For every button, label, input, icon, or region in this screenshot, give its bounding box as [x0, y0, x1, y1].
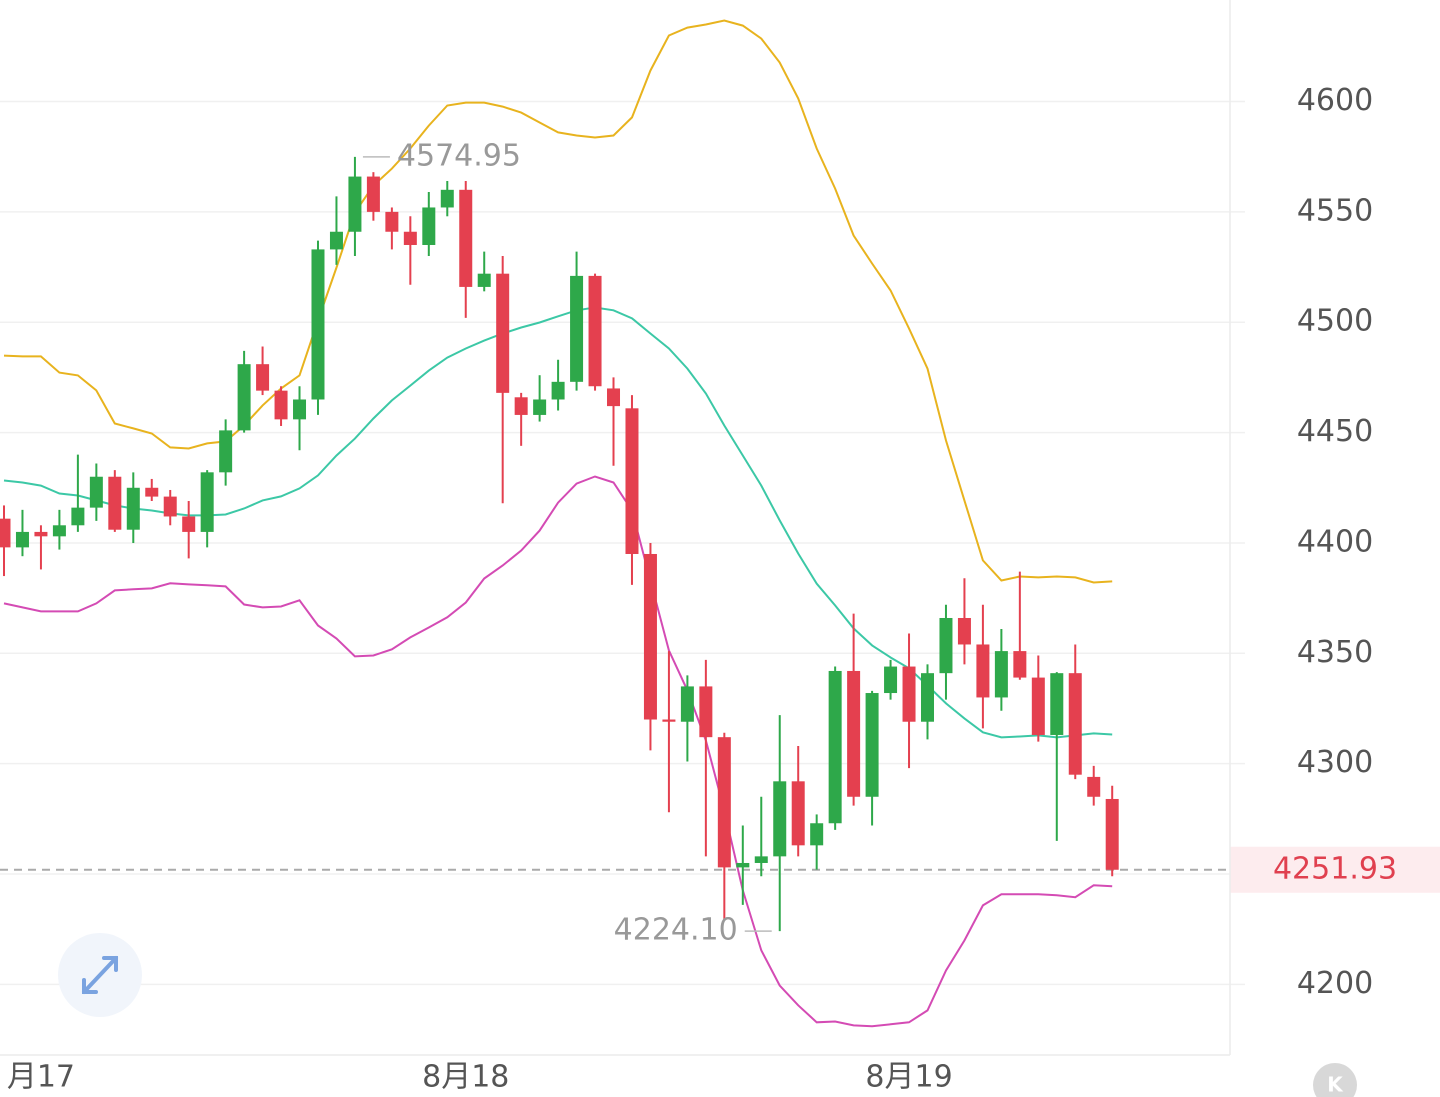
candle-body — [625, 408, 639, 554]
candle-body — [957, 617, 971, 645]
candle-body — [976, 644, 990, 698]
candle-body — [1031, 677, 1045, 735]
candle-body — [533, 399, 547, 415]
candle-body — [662, 719, 676, 722]
candle-body — [256, 364, 270, 391]
y-tick-label: 4400 — [1297, 524, 1373, 559]
candle-body — [514, 397, 528, 415]
kline-button[interactable]: K — [1313, 1063, 1357, 1097]
x-tick-label: 月17 — [7, 1060, 75, 1095]
candle-body — [865, 693, 879, 797]
candle-body — [1068, 673, 1082, 775]
candle-body — [717, 737, 731, 868]
candle-body — [71, 507, 85, 526]
plot: 420042504300435044004450450045504600月178… — [0, 19, 1440, 1095]
candle-body — [699, 686, 713, 738]
candle-body — [477, 273, 491, 287]
candle-body — [754, 856, 768, 863]
candle-body — [588, 275, 602, 387]
candle-body — [182, 516, 196, 532]
candle-body — [348, 176, 362, 232]
candle-body — [145, 487, 159, 497]
candle-body — [274, 390, 288, 420]
candle-body — [607, 388, 621, 407]
candle-body — [828, 670, 842, 824]
expand-icon[interactable] — [82, 956, 118, 994]
candle-body — [643, 553, 657, 720]
candle-body — [551, 381, 565, 400]
candle-body — [219, 430, 233, 473]
candle-body — [366, 176, 380, 212]
candle-body — [1105, 798, 1119, 870]
candle-body — [791, 781, 805, 846]
candle-body — [939, 617, 953, 674]
annotation-label: 4224.10 — [614, 913, 738, 948]
candle-body — [108, 476, 122, 530]
candle-body — [163, 496, 177, 517]
candle-body — [440, 189, 454, 208]
band-line — [3, 475, 1113, 1028]
band-line — [3, 19, 1113, 584]
candle-body — [736, 862, 750, 868]
y-tick-label: 4200 — [1297, 966, 1373, 1001]
last-price-label: 4251.93 — [1273, 851, 1397, 886]
candle-body — [847, 670, 861, 797]
candle-body — [680, 686, 694, 722]
candle-body — [329, 231, 343, 250]
candle-body — [311, 249, 325, 400]
candle-body — [0, 518, 11, 548]
kline-bg[interactable] — [1313, 1063, 1357, 1097]
candle-body — [902, 666, 916, 722]
candle-body — [884, 666, 898, 694]
candle-body — [34, 531, 48, 537]
candle-body — [126, 487, 140, 530]
candle-body — [994, 651, 1008, 698]
expand-button[interactable] — [58, 933, 142, 1017]
candle-body — [459, 189, 473, 287]
candle-body — [1087, 776, 1101, 797]
candle-body — [496, 273, 510, 393]
candle-body — [422, 207, 436, 245]
y-tick-label: 4600 — [1297, 83, 1373, 118]
candle-body — [810, 823, 824, 846]
candle-body — [200, 472, 214, 532]
y-tick-label: 4450 — [1297, 414, 1373, 449]
candle-body — [89, 476, 103, 508]
candle-body — [773, 781, 787, 857]
kline-text[interactable]: K — [1327, 1073, 1344, 1097]
candle-body — [237, 364, 251, 431]
y-tick-label: 4350 — [1297, 635, 1373, 670]
x-tick-label: 8月19 — [865, 1060, 952, 1095]
candle-body — [403, 231, 417, 245]
candle-body — [15, 531, 29, 548]
candle-body — [52, 525, 66, 537]
candle-body — [293, 399, 307, 420]
y-tick-label: 4300 — [1297, 745, 1373, 780]
x-tick-label: 8月18 — [422, 1060, 509, 1095]
candle-body — [1013, 651, 1027, 678]
candle-body — [921, 673, 934, 722]
annotation-label: 4574.95 — [397, 138, 521, 173]
candle-body — [1050, 673, 1064, 735]
y-tick-label: 4550 — [1297, 193, 1373, 228]
candle-body — [385, 211, 399, 232]
candle-body — [570, 275, 584, 382]
last-price-bg — [1230, 846, 1440, 893]
y-tick-label: 4500 — [1297, 304, 1373, 339]
